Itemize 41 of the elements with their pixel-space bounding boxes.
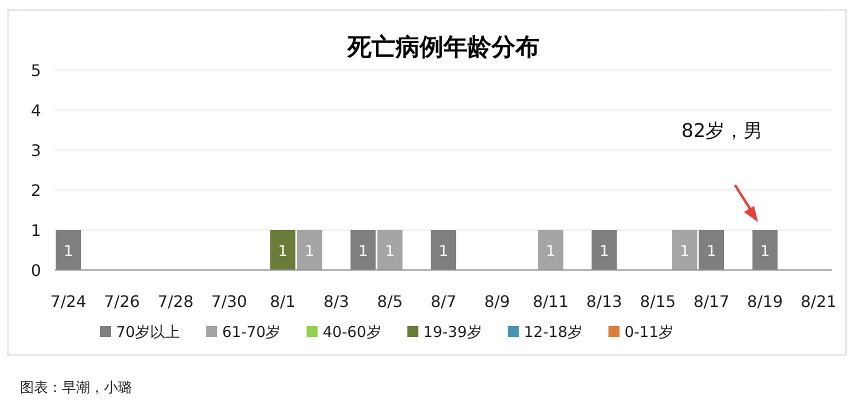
data-label: 1	[706, 242, 716, 260]
y-tick-label: 4	[30, 101, 42, 120]
text: 图表：早潮，小璐	[20, 380, 132, 396]
data-label: 1	[304, 242, 314, 260]
x-tick-label: 7/30	[211, 292, 248, 311]
x-tick-label: 8/15	[640, 292, 676, 311]
data-label: 1	[546, 242, 556, 260]
data-label: 1	[760, 242, 770, 260]
x-tick-label: 8/21	[800, 292, 837, 311]
legend-label: 19-39岁	[423, 323, 482, 341]
x-tick-label: 8/17	[693, 292, 730, 311]
chart-title: 死亡病例年龄分布	[346, 33, 540, 61]
data-label: 1	[64, 242, 74, 260]
x-tick-label: 8/19	[747, 292, 783, 311]
x-tick-label: 8/9	[484, 292, 510, 311]
x-tick-label: 8/5	[377, 292, 403, 311]
data-label: 1	[358, 242, 368, 260]
legend-label: 61-70岁	[222, 323, 281, 341]
data-label: 1	[438, 242, 448, 260]
x-tick-label: 8/3	[323, 292, 350, 311]
legend-label: 0-11岁	[624, 323, 674, 341]
x-tick-label: 7/24	[50, 292, 86, 311]
legend-label: 12-18岁	[524, 323, 582, 341]
legend-label: 70岁以上	[116, 323, 180, 341]
y-tick-label: 3	[30, 141, 42, 160]
x-tick-label: 8/7	[430, 292, 456, 311]
x-tick-label: 8/11	[532, 292, 569, 311]
data-label: 1	[680, 242, 690, 260]
legend-label: 40-60岁	[322, 323, 382, 341]
annotation: 82岁，男	[681, 120, 763, 142]
y-tick-label: 5	[30, 61, 42, 80]
data-label: 1	[278, 242, 288, 260]
data-label: 1	[599, 242, 610, 260]
x-tick-label: 8/13	[586, 292, 622, 311]
y-tick-label: 1	[30, 221, 42, 240]
y-tick-label: 2	[30, 181, 42, 200]
data-label: 1	[385, 242, 395, 260]
x-tick-label: 7/28	[158, 292, 194, 311]
x-tick-label: 7/26	[104, 292, 140, 311]
x-tick-label: 8/1	[270, 292, 296, 311]
y-tick-label: 0	[30, 261, 42, 280]
